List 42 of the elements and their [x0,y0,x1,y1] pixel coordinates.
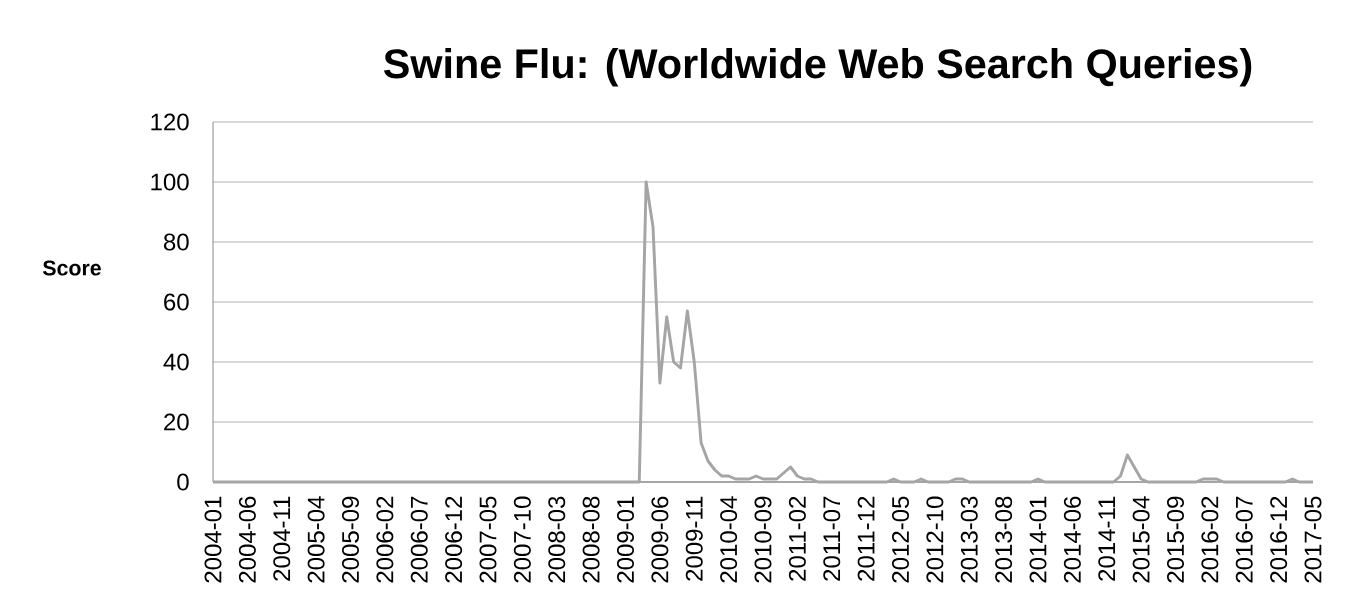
x-tick-label: 2015-09 [1167,496,1184,583]
x-tick-label: 2013-03 [960,496,978,583]
x-tick-label: 2010-04 [720,496,738,583]
y-axis-title: Score [42,260,101,276]
y-tick-label: 80 [163,233,189,251]
x-tick-label: 2016-12 [1270,496,1288,583]
x-tick-label: 2004-06 [238,496,256,583]
y-tick-label: 100 [151,173,189,191]
y-tick-label: 0 [177,473,189,491]
y-tick-label: 20 [164,413,189,431]
x-tick-label: 2011-12 [857,496,875,581]
x-tick-label: 2015-04 [1132,496,1150,583]
x-tick-label: 2014-01 [1029,496,1047,583]
x-tick-label: 2014-06 [1063,496,1081,583]
y-tick-label: 120 [151,113,189,131]
x-tick-label: 2009-01 [617,496,634,583]
y-tick-label: 60 [164,293,189,311]
x-tick-label: 2006-02 [376,496,394,583]
x-tick-label: 2011-07 [823,496,841,581]
x-tick-label: 2012-05 [892,496,909,583]
x-tick-label: 2011-02 [788,496,806,581]
x-tick-label: 2010-09 [754,496,772,583]
x-tick-label: 2008-03 [548,496,566,583]
x-tick-label: 2016-02 [1201,496,1219,583]
x-tick-label: 2012-10 [926,496,944,583]
x-tick-label: 2007-05 [479,496,497,583]
x-tick-label: 2013-08 [995,496,1013,583]
x-tick-label: 2004-01 [204,496,222,583]
y-tick-label: 40 [163,353,189,371]
x-tick-label: 2008-08 [582,496,600,583]
x-tick-label: 2014-11 [1098,496,1116,581]
x-tick-label: 2007-10 [513,496,531,583]
chart-title: Swine Flu: (Worldwide Web Search Queries) [383,48,1252,87]
x-tick-label: 2006-07 [410,496,428,583]
x-tick-label: 2017-05 [1304,496,1322,583]
x-tick-label: 2016-07 [1235,496,1253,583]
x-tick-label: 2005-04 [307,496,325,583]
x-tick-label: 2005-09 [342,496,359,583]
x-tick-label: 2009-06 [651,496,669,583]
x-tick-label: 2006-12 [445,496,463,583]
x-tick-label: 2004-11 [273,496,291,581]
x-tick-label: 2009-11 [685,496,703,581]
